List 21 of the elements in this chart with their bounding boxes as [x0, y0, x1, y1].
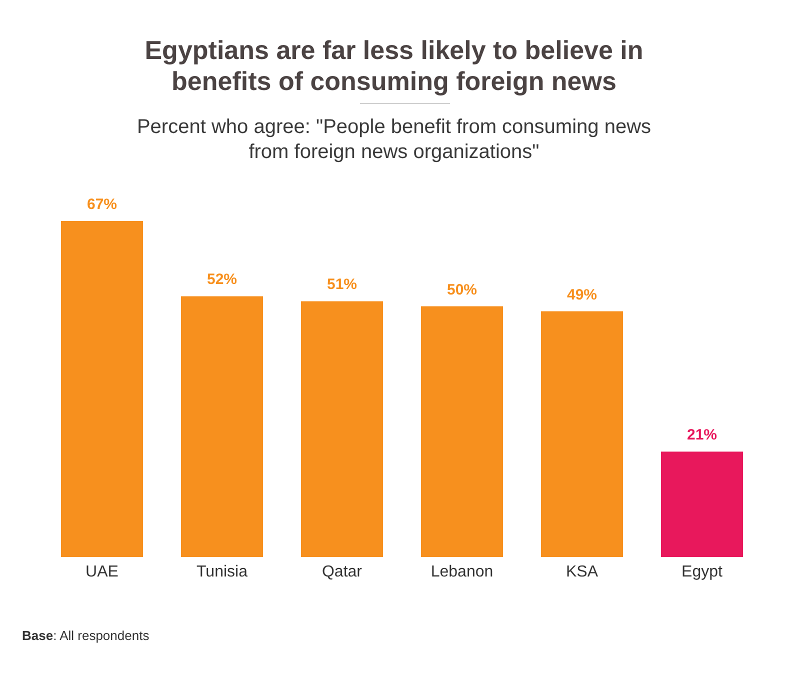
x-tick-label: Tunisia [196, 563, 248, 580]
data-label: 21% [686, 426, 718, 444]
bar [181, 296, 263, 557]
data-label: 49% [566, 286, 598, 304]
bar [421, 306, 503, 557]
bar [301, 301, 383, 557]
x-tick-label: Egypt [682, 563, 724, 580]
bar [661, 452, 743, 557]
bar [541, 311, 623, 557]
x-tick-label: UAE [86, 563, 118, 580]
x-tick-label: Qatar [322, 563, 363, 580]
chart-subtitle: Percent who agree: "People benefit from consuming news from foreign news organizations" [136, 115, 652, 165]
data-label: 67% [86, 196, 118, 213]
x-tick-label: Lebanon [430, 563, 494, 580]
bar [61, 221, 143, 557]
x-tick-label: KSA [566, 563, 598, 580]
data-label: 52% [206, 271, 238, 288]
text: Base: All respondents [22, 628, 150, 643]
data-label: 51% [326, 276, 358, 294]
chart-title: Egyptians are far less likely to believe in benefits of consuming foreign news [144, 35, 644, 97]
data-label: 50% [446, 281, 478, 298]
